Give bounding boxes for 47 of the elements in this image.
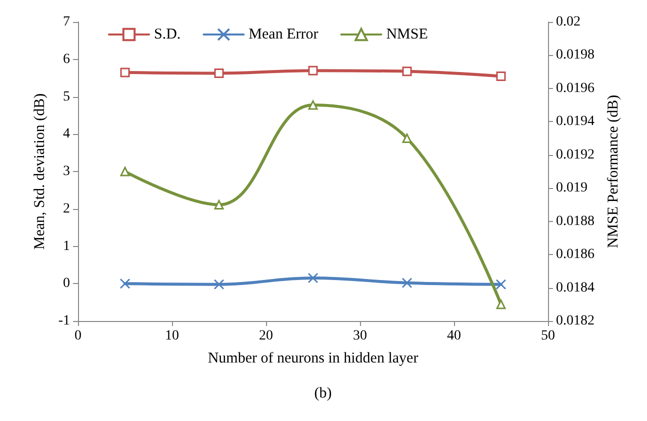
y2-tick-label: 0.019: [556, 180, 588, 196]
x-tick-label: 0: [74, 328, 82, 344]
y-tick-label: 5: [63, 89, 70, 104]
y2-tick-label: 0.0188: [556, 214, 594, 229]
y2-tick-label: 0.0198: [556, 48, 594, 63]
y2-tick-label: 0.0184: [556, 280, 594, 296]
y-tick-label: 0: [63, 276, 70, 292]
point: [120, 166, 130, 176]
y-tick-label: 4: [63, 126, 70, 142]
point: [214, 200, 224, 210]
point: [402, 134, 412, 144]
point: [402, 278, 412, 288]
x-tick-label: 50: [541, 328, 555, 344]
legend-label: NMSE: [386, 26, 428, 42]
point: [496, 300, 506, 310]
x-tick-label: 40: [447, 328, 461, 344]
point: [308, 272, 318, 284]
y-tick-label: 6: [63, 52, 70, 67]
point: [120, 278, 130, 289]
legend-label: Mean Error: [248, 26, 318, 42]
point: [308, 100, 318, 110]
y2-tick-label: 0.0192: [556, 147, 594, 162]
point: [214, 279, 224, 290]
point: [402, 66, 412, 76]
y-tick-label: 7: [63, 14, 70, 30]
x-tick-label: 30: [353, 328, 367, 344]
point: [308, 66, 318, 76]
point: [496, 71, 506, 81]
y2-tick-label: 0.0196: [556, 80, 594, 96]
y-tick-label: 1: [63, 238, 70, 254]
y-tick-label: 3: [63, 164, 70, 179]
x-axis-title: Number of neurons in hidden layer: [208, 350, 418, 366]
text: (b): [314, 386, 332, 402]
legend-label: S.D.: [154, 26, 181, 42]
x-tick-label: 20: [259, 328, 273, 344]
x-tick-label: 10: [165, 328, 179, 344]
y-axis-title: Mean, Std. deviation (dB): [32, 93, 48, 250]
point: [214, 68, 224, 78]
point: [120, 68, 130, 78]
y2-tick-label: 0.0182: [556, 314, 594, 328]
y2-axis-title: NMSE Performance (dB): [606, 94, 622, 248]
y2-tick-label: 0.0194: [556, 114, 594, 130]
y-tick-label: 2: [63, 201, 70, 216]
point: [496, 279, 506, 290]
y-tick-label: -1: [58, 314, 70, 328]
y2-tick-label: 0.02: [556, 14, 580, 30]
y2-tick-label: 0.0186: [556, 247, 594, 262]
